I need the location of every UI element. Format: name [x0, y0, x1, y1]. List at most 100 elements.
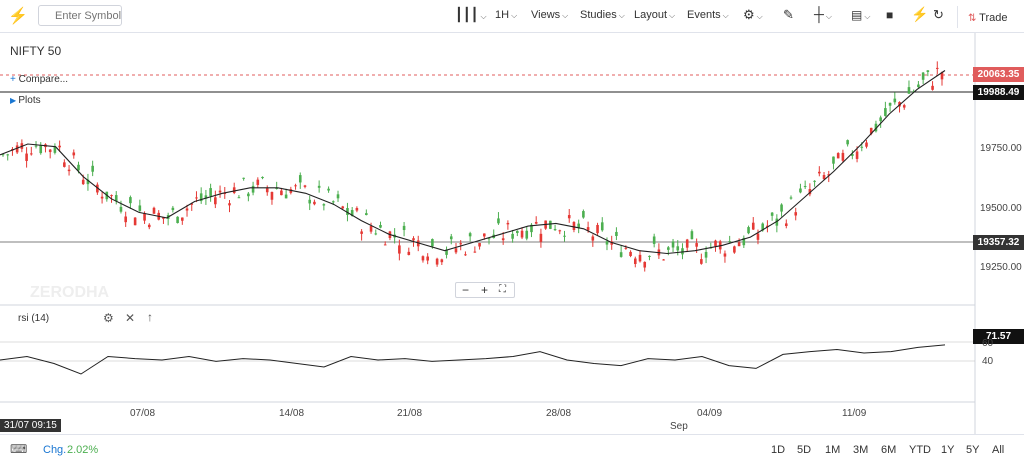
candle-body [487, 238, 491, 240]
range-1d[interactable]: 1D [771, 444, 786, 456]
symbol-search-input[interactable] [38, 5, 122, 26]
candle-body [341, 206, 345, 209]
gear-icon[interactable]: ⚙ [103, 311, 114, 325]
y-tick-2: 19500.00 [980, 203, 1022, 214]
candle-body [935, 67, 939, 69]
instrument-title: NIFTY 50 [10, 44, 62, 58]
candle-body [619, 252, 623, 257]
compare-button[interactable]: + Compare... [10, 74, 68, 85]
candle-body [931, 85, 934, 90]
candle-body [827, 174, 831, 176]
range-5y[interactable]: 5Y [966, 444, 980, 456]
x-tick: 11/09 [842, 408, 867, 419]
candle-body [497, 218, 500, 224]
candle-body [633, 258, 637, 264]
range-3m[interactable]: 3M [853, 444, 869, 456]
range-1y[interactable]: 1Y [941, 444, 955, 456]
candle-body [294, 185, 297, 187]
candle-body [100, 196, 104, 199]
candle-body [48, 149, 52, 153]
trade-button[interactable]: ⇅ Trade [968, 12, 1008, 24]
news-icon[interactable]: ■ [886, 8, 894, 22]
candle-body [270, 191, 274, 200]
pencil-icon[interactable]: ✎ [783, 7, 794, 22]
layout-dropdown[interactable]: Layout ⌵ [634, 9, 675, 21]
candle-body [572, 222, 576, 230]
candle-body [383, 244, 387, 246]
close-icon[interactable]: ✕ [125, 311, 136, 325]
candle-body [336, 194, 340, 199]
candle-body [563, 235, 566, 237]
bolt-logo-icon[interactable]: ⚡ [8, 8, 28, 25]
candle-body [784, 223, 788, 226]
candle-body [605, 241, 609, 245]
chart-canvas[interactable]: ZERODHA [0, 0, 1024, 434]
candle-body [940, 72, 944, 80]
views-dropdown[interactable]: Views ⌵ [531, 9, 568, 21]
candle-body [534, 221, 538, 224]
candle-body [813, 180, 816, 182]
fit-screen-icon[interactable]: ⛶ [499, 284, 506, 295]
plots-label: Plots [18, 95, 41, 106]
candle-body [251, 185, 255, 193]
studies-label: Studies [580, 9, 617, 21]
range-1m[interactable]: 1M [825, 444, 841, 456]
chart-type-icon[interactable]: ┃┃┃ ⌵ [455, 7, 487, 22]
refresh-icon[interactable]: ↻ [933, 7, 944, 22]
candle-body [615, 231, 618, 237]
candle-body [643, 261, 647, 268]
crosshair-icon[interactable]: ┼ ⌵ [814, 6, 832, 22]
comment-icon[interactable]: ▤ ⌵ [851, 8, 871, 22]
candle-body [284, 194, 288, 199]
candle-body [860, 146, 864, 148]
candle-body [237, 197, 241, 199]
zoom-in-button[interactable]: + [481, 283, 489, 297]
views-label: Views [531, 9, 561, 21]
zoom-out-button[interactable]: − [462, 283, 470, 297]
candle-body [836, 153, 840, 159]
candle-body [624, 247, 628, 249]
gear-icon[interactable]: ⚙ ⌵ [743, 7, 763, 22]
plots-toggle[interactable]: ▶ Plots [10, 95, 41, 106]
candle-body [445, 249, 448, 255]
ma-price-tag: 19988.49 [973, 85, 1024, 100]
keyboard-icon[interactable]: ⌨ [10, 442, 28, 456]
candle-body [671, 241, 675, 248]
candle-body [327, 188, 330, 191]
candle-body [369, 226, 373, 232]
candle-body [298, 175, 302, 183]
candle-body [728, 241, 731, 243]
chevron-down-icon: ⌵ [618, 11, 625, 20]
candle-body [714, 240, 717, 247]
studies-dropdown[interactable]: Studies ⌵ [580, 9, 625, 21]
rsi-line [0, 344, 946, 375]
candle-body [34, 145, 38, 147]
candle-body [129, 197, 132, 204]
candle-body [775, 218, 779, 226]
candle-body [851, 153, 854, 156]
range-5d[interactable]: 5D [797, 444, 812, 456]
candle-body [723, 253, 727, 257]
candle-body [591, 236, 595, 241]
candle-body [190, 203, 194, 205]
range-6m[interactable]: 6M [881, 444, 897, 456]
candle-body [511, 233, 514, 239]
candle-body [884, 108, 887, 116]
candle-body [374, 233, 378, 235]
candle-body [96, 184, 99, 193]
events-dropdown[interactable]: Events ⌵ [687, 9, 729, 21]
arrow-up-icon[interactable]: ↑ [147, 310, 153, 324]
candle-body [313, 201, 316, 205]
candle-body [917, 84, 920, 88]
range-ytd[interactable]: YTD [909, 444, 931, 456]
candle-body [185, 208, 189, 211]
candle-body [86, 179, 90, 185]
candle-body [114, 195, 118, 202]
candle-body [421, 256, 425, 261]
interval-dropdown[interactable]: 1H ⌵ [495, 9, 517, 21]
crosshair-time-tag: 31/07 09:15 [0, 419, 61, 432]
bolt-icon[interactable]: ⚡ [911, 6, 929, 22]
rsi-tick-60: 60 [982, 338, 994, 349]
range-all[interactable]: All [992, 444, 1005, 456]
candle-body [171, 207, 175, 211]
